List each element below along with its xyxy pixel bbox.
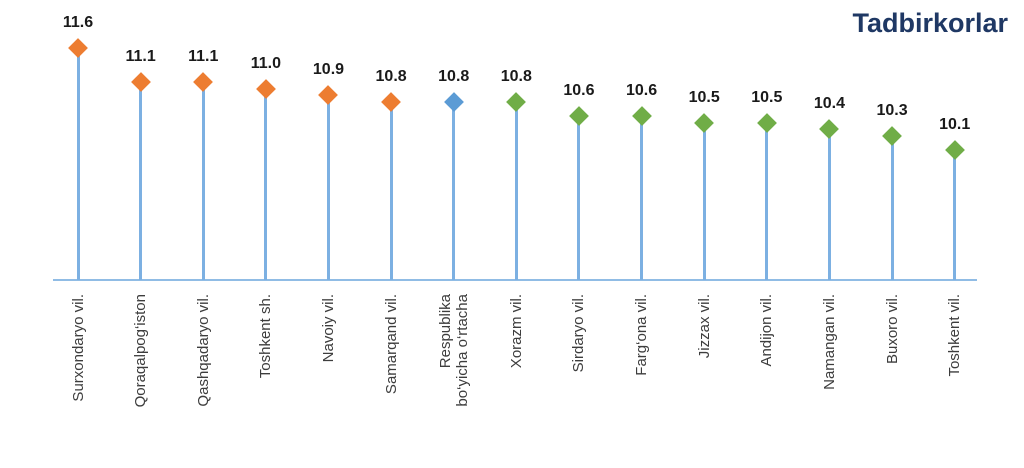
lollipop-stem [890, 136, 894, 280]
value-label: 10.6 [563, 81, 595, 99]
chart-title: Tadbirkorlar [852, 8, 1008, 38]
data-point-marker [631, 105, 652, 126]
value-label: 10.6 [626, 81, 658, 99]
category-label: Namangan vil. [820, 294, 838, 390]
category-label: Qashqadaryo vil. [194, 294, 212, 407]
data-point-marker [944, 139, 965, 160]
category-label: Toshkent sh. [257, 294, 275, 379]
category-label: Sirdaryo vil. [570, 294, 588, 373]
data-point-marker [130, 71, 151, 92]
value-label: 10.8 [438, 68, 470, 86]
lollipop-stem [76, 47, 80, 280]
x-axis-line [53, 279, 977, 281]
lollipop-stem [514, 102, 518, 280]
value-label: 10.5 [688, 88, 720, 106]
category-label: Samarqand vil. [382, 294, 400, 395]
value-label: 11.6 [62, 13, 94, 31]
lollipop-stem [264, 88, 268, 280]
lollipop-stem [953, 149, 957, 280]
value-label: 10.9 [312, 61, 345, 79]
data-point-marker [443, 92, 464, 113]
category-label: Navoiy vil. [319, 294, 337, 363]
value-label: 10.1 [939, 115, 971, 133]
data-point-marker [694, 112, 715, 133]
value-label: 10.3 [876, 102, 908, 120]
data-point-marker [882, 126, 902, 147]
category-label: Toshkent vil. [946, 294, 964, 377]
data-point-marker [506, 92, 527, 113]
lollipop-stem [201, 81, 205, 280]
category-label: Qoraqalpog‘iston [132, 294, 150, 408]
value-label: 11.1 [188, 47, 219, 65]
data-point-marker [819, 119, 840, 140]
data-point-marker [193, 71, 214, 92]
category-label: Xorazm vil. [507, 294, 525, 369]
lollipop-stem [827, 129, 831, 280]
value-label: 10.4 [813, 95, 845, 113]
category-label: Jizzax vil. [695, 294, 713, 359]
data-point-marker [381, 92, 401, 113]
category-label: Andijon vil. [758, 294, 776, 367]
category-label: Surxondaryo vil. [69, 294, 87, 402]
data-point-marker [255, 78, 276, 99]
lollipop-stem [139, 81, 143, 280]
category-label: Farg‘ona vil. [633, 294, 651, 376]
value-label: 10.8 [375, 68, 407, 86]
lollipop-stem [326, 95, 330, 280]
data-point-marker [68, 37, 88, 58]
lollipop-stem [640, 115, 644, 280]
category-label: Respublika bo‘yicha o‘rtacha [436, 294, 471, 407]
data-point-marker [318, 85, 339, 106]
value-label: 10.8 [500, 68, 532, 86]
lollipop-stem [702, 122, 706, 280]
lollipop-stem [452, 102, 456, 280]
data-point-marker [756, 112, 777, 133]
value-label: 11.1 [125, 47, 156, 65]
lollipop-stem [765, 122, 769, 280]
lollipop-stem [577, 115, 581, 280]
category-label: Buxoro vil. [883, 294, 901, 365]
lollipop-stem [389, 102, 393, 280]
data-point-marker [569, 105, 589, 126]
value-label: 11.0 [250, 54, 281, 72]
value-label: 10.5 [751, 88, 783, 106]
